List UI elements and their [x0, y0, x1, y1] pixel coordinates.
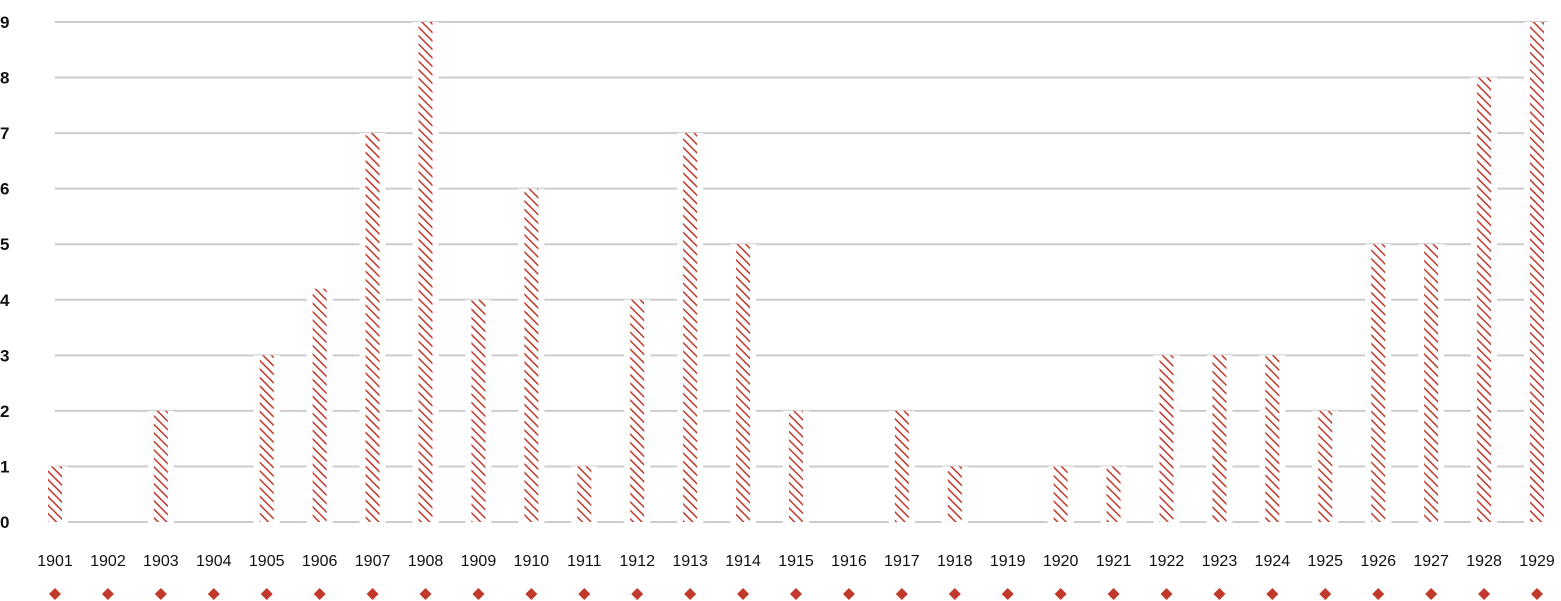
bar-1913 [683, 133, 698, 522]
x-tick-label: 1912 [619, 553, 655, 570]
x-tick-label: 1902 [90, 553, 126, 570]
x-tick-label: 1926 [1360, 553, 1396, 570]
diamond-marker-1919 [1001, 588, 1014, 600]
diamond-marker-1923 [1213, 588, 1226, 600]
bar-1918 [947, 466, 962, 522]
x-tick-label: 1922 [1149, 553, 1185, 570]
diamond-marker-1902 [101, 588, 114, 600]
diamond-marker-1918 [948, 588, 961, 600]
x-tick-label: 1921 [1096, 553, 1132, 570]
y-axis-ticks: 0 1 2 3 4 5 6 7 8 9 [0, 13, 10, 532]
diamond-marker-1917 [895, 588, 908, 600]
x-tick-label: 1917 [884, 553, 920, 570]
bar-1905 [259, 355, 274, 522]
diamond-marker-1927 [1425, 588, 1438, 600]
x-tick-label: 1907 [355, 553, 391, 570]
x-tick-label: 1914 [725, 553, 761, 570]
bar-1908 [418, 22, 433, 522]
diamond-marker-1904 [207, 588, 220, 600]
x-tick-label: 1904 [196, 553, 232, 570]
x-tick-label: 1916 [831, 553, 867, 570]
y-tick-label: 5 [0, 235, 9, 254]
x-tick-label: 1927 [1413, 553, 1449, 570]
x-tick-label: 1906 [302, 553, 338, 570]
x-tick-label: 1918 [937, 553, 973, 570]
diamond-marker-1907 [366, 588, 379, 600]
x-tick-label: 1929 [1519, 553, 1555, 570]
bars [42, 22, 1550, 525]
bar-1909 [471, 299, 486, 522]
x-axis-ticks: 1901 1902 1903 1904 1905 1906 1907 1908 1909 1910… [37, 553, 1555, 570]
bar-1915 [789, 410, 803, 522]
y-tick-label: 6 [0, 180, 9, 199]
bar-1910 [524, 188, 539, 522]
diamond-marker-1914 [737, 588, 750, 600]
diamond-marker-1928 [1478, 588, 1491, 600]
y-tick-label: 7 [0, 124, 9, 143]
y-tick-label: 3 [0, 346, 9, 365]
diamond-marker-1910 [525, 588, 538, 600]
x-tick-label: 1909 [461, 553, 497, 570]
y-tick-label: 4 [0, 291, 10, 310]
diamond-marker-1911 [578, 588, 591, 600]
diamond-marker-1915 [790, 588, 802, 600]
x-tick-label: 1903 [143, 553, 179, 570]
y-tick-label: 8 [0, 69, 9, 88]
x-tick-label: 1925 [1307, 553, 1343, 570]
bar-1911 [577, 466, 592, 522]
x-tick-label: 1910 [514, 553, 550, 570]
diamond-marker-1905 [260, 588, 273, 600]
bar-1922 [1159, 355, 1174, 522]
diamond-marker-1926 [1372, 588, 1385, 600]
x-tick-label: 1920 [1043, 553, 1079, 570]
diamond-marker-1908 [419, 588, 432, 600]
diamond-marker-1922 [1160, 588, 1173, 600]
y-tick-label: 1 [0, 457, 9, 476]
x-tick-label: 1905 [249, 553, 285, 570]
x-tick-label: 1911 [567, 553, 602, 570]
bar-1923 [1212, 355, 1227, 522]
bar-1920 [1053, 466, 1068, 522]
x-tick-label: 1924 [1255, 553, 1291, 570]
diamond-marker-1929 [1531, 588, 1543, 600]
bar-1921 [1106, 466, 1121, 522]
bar-1901 [48, 466, 62, 522]
diamond-marker-1916 [842, 588, 855, 600]
bar-1914 [736, 244, 751, 522]
diamond-marker-1901 [49, 588, 61, 600]
diamond-marker-1925 [1319, 588, 1332, 600]
bar-1924 [1265, 355, 1280, 522]
bar-1929 [1530, 22, 1544, 522]
year-markers [49, 588, 1543, 600]
bar-1917 [894, 410, 909, 522]
y-tick-label: 9 [0, 13, 9, 32]
y-tick-label: 2 [0, 402, 9, 421]
bar-1912 [630, 299, 645, 522]
x-tick-label: 1901 [37, 553, 73, 570]
bar-1925 [1318, 410, 1333, 522]
bar-1906 [312, 288, 327, 522]
grid-lines [55, 21, 1548, 523]
x-tick-label: 1928 [1466, 553, 1502, 570]
bar-1903 [153, 410, 168, 522]
x-tick-label: 1919 [990, 553, 1026, 570]
bar-1907 [365, 133, 380, 522]
bar-1926 [1371, 244, 1386, 522]
diamond-marker-1920 [1054, 588, 1067, 600]
x-tick-label: 1908 [408, 553, 444, 570]
diamond-marker-1909 [472, 588, 485, 600]
diamond-marker-1903 [154, 588, 167, 600]
bar-1928 [1477, 77, 1492, 523]
diamond-marker-1924 [1266, 588, 1279, 600]
diamond-marker-1906 [313, 588, 326, 600]
bar-1927 [1424, 244, 1439, 522]
y-tick-label: 0 [0, 513, 9, 532]
x-tick-label: 1913 [672, 553, 708, 570]
x-tick-label: 1923 [1202, 553, 1238, 570]
diamond-marker-1912 [631, 588, 644, 600]
diamond-marker-1913 [684, 588, 697, 600]
diamond-marker-1921 [1107, 588, 1120, 600]
x-tick-label: 1915 [778, 553, 814, 570]
